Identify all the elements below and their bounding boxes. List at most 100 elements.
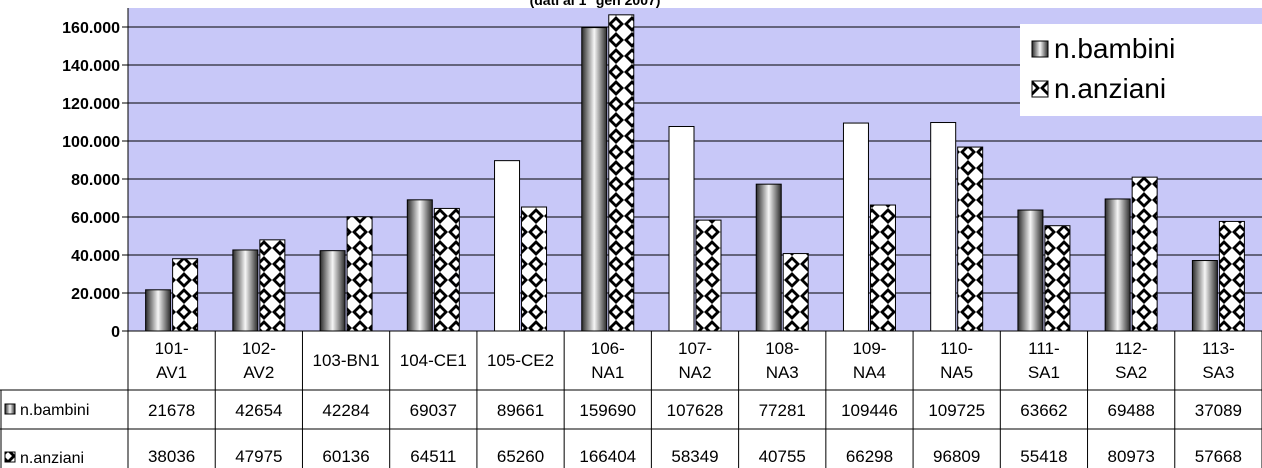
bar-n-anziani bbox=[259, 239, 286, 332]
category-label-line: 102- bbox=[242, 339, 276, 358]
cell-n-bambini: 77281 bbox=[759, 401, 806, 420]
category-label-line: 113- bbox=[1202, 339, 1235, 358]
category-label: 105-CE2 bbox=[487, 351, 554, 370]
cell-n-bambini: 37089 bbox=[1195, 401, 1242, 420]
cell-n-anziani: 64511 bbox=[410, 447, 456, 466]
category-label: 110- NA5 bbox=[940, 339, 973, 382]
cell-n-anziani: 38036 bbox=[148, 447, 195, 466]
category-label-line: 109- bbox=[852, 339, 886, 358]
bar-n-anziani bbox=[346, 216, 373, 332]
row-header-n-anziani: n.anziani bbox=[20, 450, 84, 467]
category-label-line: AV2 bbox=[243, 363, 274, 382]
y-tick-label: 20.000 bbox=[71, 286, 120, 303]
category-label-line: 110- bbox=[940, 339, 973, 358]
category-label-line: 111- bbox=[1028, 339, 1060, 358]
cell-n-anziani: 65260 bbox=[497, 447, 544, 466]
bar-n-bambini bbox=[494, 160, 521, 332]
cell-n-bambini: 21678 bbox=[148, 401, 195, 420]
bar-n-bambini bbox=[930, 122, 957, 332]
category-label: 113- SA3 bbox=[1202, 339, 1235, 382]
category-label-line: AV1 bbox=[156, 363, 187, 382]
cell-n-anziani: 57668 bbox=[1195, 447, 1242, 466]
cell-n-bambini: 89661 bbox=[497, 401, 544, 420]
bar-n-bambini bbox=[145, 289, 172, 332]
cell-n-anziani: 55418 bbox=[1020, 447, 1067, 466]
bar-n-anziani bbox=[172, 258, 199, 332]
row-swatch-n-bambini bbox=[4, 403, 16, 415]
y-tick-label: 80.000 bbox=[71, 172, 120, 189]
y-tick-label: 160.000 bbox=[62, 20, 120, 37]
bar-n-anziani bbox=[608, 14, 635, 332]
cell-n-bambini: 42284 bbox=[322, 401, 369, 420]
category-label: 111- SA1 bbox=[1028, 339, 1060, 382]
bar-n-anziani bbox=[957, 146, 984, 332]
row-swatch-n-anziani bbox=[4, 451, 16, 463]
cell-n-anziani: 58349 bbox=[671, 447, 718, 466]
bar-n-anziani bbox=[521, 206, 548, 332]
y-tick-label: 60.000 bbox=[71, 210, 120, 227]
bar-n-anziani bbox=[1131, 176, 1158, 332]
chart-title: (dati al 1° gen 2007) bbox=[530, 0, 661, 8]
category-label-line: NA1 bbox=[591, 363, 624, 382]
bar-n-anziani bbox=[1044, 225, 1071, 332]
cell-n-bambini: 42654 bbox=[235, 401, 282, 420]
category-label-line: NA2 bbox=[678, 363, 711, 382]
category-label: 101- AV1 bbox=[155, 339, 189, 382]
bar-n-anziani bbox=[782, 253, 809, 332]
category-label-line: NA3 bbox=[766, 363, 799, 382]
cell-n-bambini: 69488 bbox=[1108, 401, 1155, 420]
legend-swatch-n-anziani bbox=[1031, 80, 1049, 98]
category-label: 102- AV2 bbox=[242, 339, 276, 382]
bar-n-anziani bbox=[433, 207, 460, 332]
category-label-line: SA1 bbox=[1028, 363, 1060, 382]
cell-n-bambini: 159690 bbox=[579, 401, 636, 420]
bar-n-bambini bbox=[406, 199, 433, 332]
cell-n-bambini: 109446 bbox=[841, 401, 898, 420]
legend-box bbox=[1020, 24, 1262, 116]
y-tick-label: 140.000 bbox=[62, 58, 120, 75]
category-label-line: 108- bbox=[765, 339, 799, 358]
category-label-line: 106- bbox=[591, 339, 625, 358]
category-label-line: NA5 bbox=[940, 363, 973, 382]
legend-label-n-anziani: n.anziani bbox=[1054, 73, 1166, 104]
bar-n-bambini bbox=[1017, 209, 1044, 332]
cell-n-anziani: 80973 bbox=[1108, 447, 1155, 466]
cell-n-bambini: 109725 bbox=[928, 401, 985, 420]
bar-n-bambini bbox=[1191, 260, 1218, 332]
legend-swatch-n-bambini bbox=[1031, 40, 1049, 58]
cell-n-bambini: 63662 bbox=[1020, 401, 1067, 420]
bar-n-bambini bbox=[668, 126, 695, 332]
bar-n-bambini bbox=[842, 122, 869, 332]
legend-label-n-bambini: n.bambini bbox=[1054, 33, 1175, 64]
bar-n-anziani bbox=[1218, 220, 1245, 332]
cell-n-anziani: 47975 bbox=[235, 447, 282, 466]
category-label: 104-CE1 bbox=[400, 351, 467, 370]
category-label-line: 107- bbox=[678, 339, 712, 358]
cell-n-anziani: 96809 bbox=[933, 447, 980, 466]
category-label-line: SA3 bbox=[1202, 363, 1234, 382]
bar-n-bambini bbox=[319, 250, 346, 332]
cell-n-anziani: 40755 bbox=[759, 447, 806, 466]
bar-n-bambini bbox=[1104, 198, 1131, 332]
bar-n-bambini bbox=[755, 183, 782, 332]
category-label: 106- NA1 bbox=[591, 339, 625, 382]
category-label: 112- SA2 bbox=[1115, 339, 1148, 382]
row-header-n-bambini: n.bambini bbox=[20, 402, 89, 419]
category-label-line: NA4 bbox=[853, 363, 886, 382]
bar-n-anziani bbox=[869, 204, 896, 332]
cell-n-anziani: 166404 bbox=[579, 447, 636, 466]
cell-n-bambini: 69037 bbox=[410, 401, 457, 420]
cell-n-anziani: 66298 bbox=[846, 447, 893, 466]
category-label: 109- NA4 bbox=[852, 339, 886, 382]
category-label: 103-BN1 bbox=[313, 351, 380, 370]
y-tick-label: 100.000 bbox=[62, 134, 120, 151]
bar-n-bambini bbox=[581, 27, 608, 332]
category-label: 107- NA2 bbox=[678, 339, 712, 382]
y-tick-label: 40.000 bbox=[71, 248, 120, 265]
cell-n-bambini: 107628 bbox=[667, 401, 724, 420]
y-tick-label: 0 bbox=[111, 324, 120, 341]
category-label-line: 112- bbox=[1115, 339, 1148, 358]
y-tick-label: 120.000 bbox=[62, 96, 120, 113]
